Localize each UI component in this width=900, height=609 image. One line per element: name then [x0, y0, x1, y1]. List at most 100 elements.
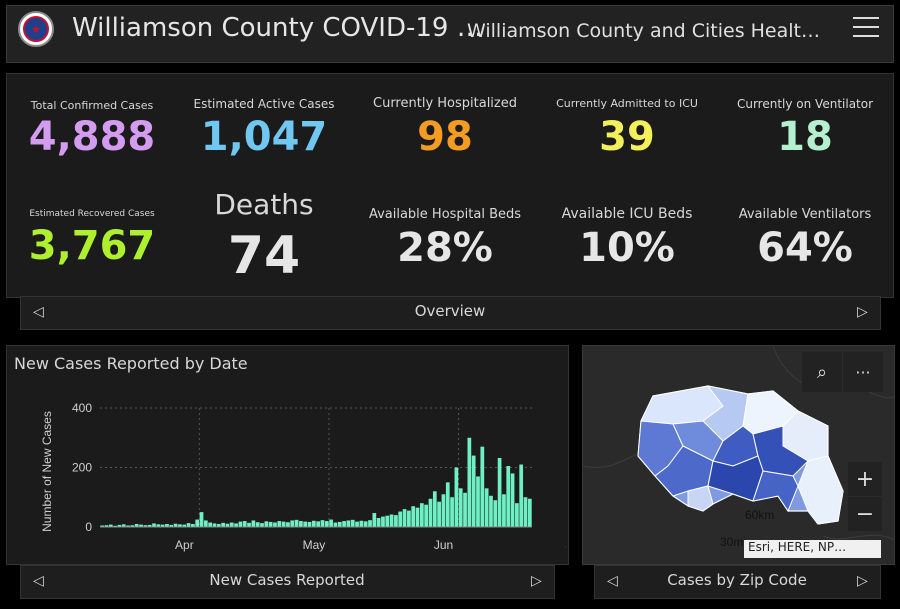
chart-bar[interactable] — [437, 501, 441, 527]
chart-bar[interactable] — [113, 525, 117, 527]
chevron-left-icon[interactable]: ◁ — [33, 304, 44, 320]
chart-bar[interactable] — [381, 516, 385, 527]
chart-bar[interactable] — [476, 476, 480, 527]
chart-bar[interactable] — [398, 511, 403, 527]
chart-bar[interactable] — [428, 498, 433, 527]
chart-bar[interactable] — [368, 520, 372, 527]
chart-bar[interactable] — [350, 519, 355, 527]
chart-bar[interactable] — [337, 521, 342, 527]
chart-bar[interactable] — [510, 473, 515, 527]
chart-bar[interactable] — [497, 457, 502, 527]
chart-bar[interactable] — [372, 513, 377, 527]
zoom-in-button[interactable]: + — [848, 462, 882, 496]
chart-bar[interactable] — [104, 525, 109, 527]
chart-bar[interactable] — [493, 500, 498, 527]
chart-bar[interactable] — [160, 524, 165, 527]
chevron-right-icon[interactable]: ▷ — [531, 573, 542, 589]
chart-bar[interactable] — [186, 523, 191, 527]
chart-bar[interactable] — [169, 524, 174, 527]
chart-bar[interactable] — [480, 446, 485, 527]
chart-bar[interactable] — [221, 522, 225, 527]
chart-bar[interactable] — [467, 437, 472, 527]
chart-bar[interactable] — [147, 524, 152, 527]
chart-bar[interactable] — [286, 522, 290, 527]
chart-bar[interactable] — [432, 491, 437, 527]
chart-bar[interactable] — [143, 525, 148, 527]
chart-bar[interactable] — [121, 524, 126, 527]
chart-bar[interactable] — [152, 523, 156, 527]
chart-bar[interactable] — [130, 525, 135, 527]
chart-bar[interactable] — [225, 523, 230, 527]
chart-bar[interactable] — [307, 521, 312, 527]
chart-bar[interactable] — [502, 494, 506, 527]
chevron-right-icon[interactable]: ▷ — [857, 573, 868, 589]
chart-bar[interactable] — [264, 521, 269, 527]
chart-bar[interactable] — [346, 520, 351, 527]
chart-bar[interactable] — [489, 495, 493, 527]
chevron-left-icon[interactable]: ◁ — [607, 573, 618, 589]
chart-bar[interactable] — [376, 518, 381, 527]
chart-bar[interactable] — [199, 512, 204, 527]
chart-bar[interactable] — [212, 523, 217, 527]
chart-bar[interactable] — [463, 492, 467, 527]
chart-bar[interactable] — [363, 521, 368, 527]
chart-bar[interactable] — [454, 467, 459, 528]
chart-bar[interactable] — [216, 524, 221, 527]
chart-bar[interactable] — [290, 520, 295, 527]
chart-bar[interactable] — [139, 524, 143, 527]
chart-bar[interactable] — [182, 524, 187, 527]
hamburger-menu-icon[interactable] — [853, 17, 879, 41]
zoom-out-button[interactable]: − — [848, 497, 882, 531]
chart-bar[interactable] — [165, 524, 169, 527]
chart-bar[interactable] — [441, 494, 446, 527]
chart-bar[interactable] — [108, 524, 113, 527]
chart-bar[interactable] — [208, 522, 213, 527]
chart-bar[interactable] — [389, 514, 394, 527]
chart-bar[interactable] — [255, 522, 260, 527]
chart-bar[interactable] — [238, 521, 243, 527]
chart-bar[interactable] — [173, 523, 178, 527]
chart-bar[interactable] — [515, 503, 519, 527]
chart-bar[interactable] — [294, 519, 299, 527]
chevron-right-icon[interactable]: ▷ — [857, 304, 868, 320]
chart-bar[interactable] — [100, 525, 105, 527]
chart-bar[interactable] — [407, 510, 411, 527]
more-options-icon[interactable]: ··· — [843, 352, 883, 392]
chart-bar[interactable] — [329, 519, 333, 527]
chart-bar[interactable] — [471, 455, 476, 527]
chart-bar[interactable] — [415, 507, 420, 527]
chart-bar[interactable] — [527, 498, 532, 527]
chart-bar[interactable] — [385, 515, 390, 527]
chart-bar[interactable] — [203, 520, 208, 527]
chart-bar[interactable] — [303, 521, 308, 527]
chart-bar[interactable] — [234, 523, 238, 527]
chart-bar[interactable] — [311, 520, 316, 527]
chart-bar[interactable] — [281, 521, 286, 527]
chart-bar[interactable] — [191, 524, 195, 527]
chart-bar[interactable] — [402, 509, 407, 527]
chart-bar[interactable] — [324, 521, 329, 527]
chart-bar[interactable] — [117, 524, 122, 527]
zip-code-map[interactable]: 60km 30mi — [582, 345, 895, 565]
chart-bar[interactable] — [247, 522, 251, 527]
chart-bar[interactable] — [424, 504, 429, 527]
chart-bar[interactable] — [126, 525, 130, 527]
chart-bar[interactable] — [251, 520, 256, 527]
chart-bar[interactable] — [411, 506, 416, 527]
chart-bar[interactable] — [299, 521, 303, 527]
chart-bar[interactable] — [195, 519, 200, 527]
chevron-left-icon[interactable]: ◁ — [33, 573, 44, 589]
chart-bar[interactable] — [134, 524, 139, 527]
chart-bar[interactable] — [355, 521, 359, 527]
chart-bar[interactable] — [419, 503, 424, 527]
chart-bar[interactable] — [178, 524, 182, 527]
chart-bar[interactable] — [320, 520, 325, 527]
chart-bar[interactable] — [316, 521, 321, 527]
chart-bar[interactable] — [242, 521, 247, 527]
chart-bar[interactable] — [260, 523, 264, 527]
chart-bar[interactable] — [519, 464, 524, 527]
chart-bar[interactable] — [445, 482, 450, 527]
chart-bar[interactable] — [156, 524, 161, 527]
search-icon[interactable]: ⌕ — [802, 352, 842, 392]
chart-bar[interactable] — [484, 488, 489, 527]
